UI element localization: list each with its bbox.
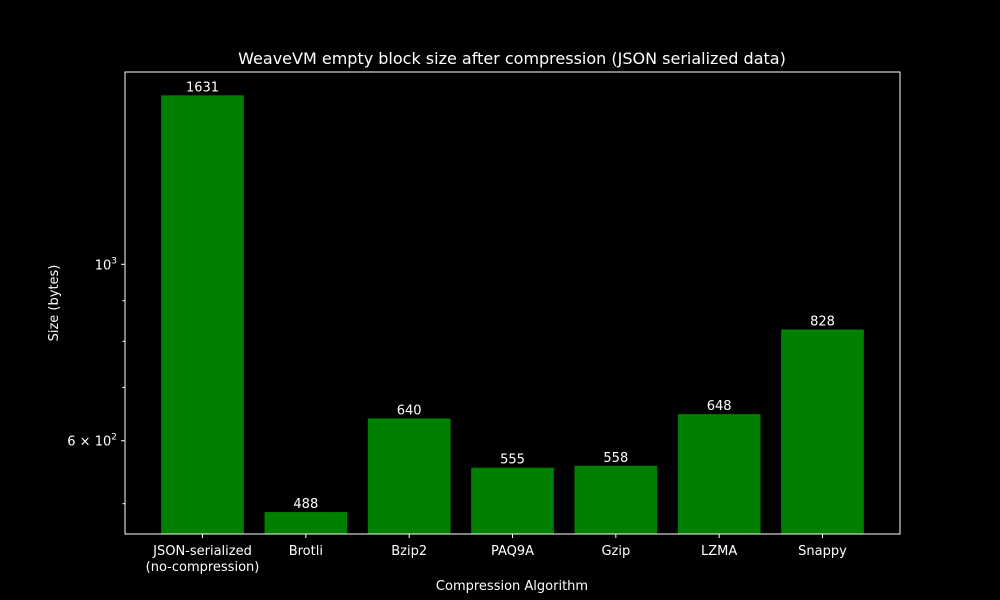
bar	[781, 329, 864, 534]
x-tick-label: Brotli	[289, 544, 323, 559]
x-tick-label: Snappy	[798, 544, 847, 559]
bar-value-label: 640	[397, 403, 422, 418]
x-tick-label: PAQ9A	[491, 544, 534, 559]
y-tick-label: 103	[95, 256, 117, 273]
x-tick-label: JSON-serialized	[152, 544, 252, 559]
bar-value-label: 648	[707, 399, 732, 414]
x-tick-label: Bzip2	[391, 544, 427, 559]
bar-value-label: 558	[603, 451, 628, 466]
bar-value-label: 555	[500, 453, 525, 468]
x-axis: JSON-serialized(no-compression) Brotli Bzi…	[146, 534, 847, 575]
bar	[471, 467, 554, 534]
bar-value-label: 828	[810, 314, 835, 329]
x-axis-label: Compression Algorithm	[436, 579, 588, 594]
bar-value-label: 488	[293, 497, 318, 512]
bar	[264, 512, 348, 534]
y-axis: 6 × 102 103	[67, 256, 125, 505]
bar	[574, 465, 658, 534]
x-tick-label: LZMA	[701, 544, 737, 559]
bar	[367, 418, 451, 534]
bar	[161, 95, 244, 534]
chart-title: WeaveVM empty block size after compressi…	[238, 49, 786, 68]
bar-labels-group: 1631 488 640 555 558 648 828	[186, 80, 835, 512]
x-tick-label: (no-compression)	[146, 560, 260, 575]
bar	[677, 414, 761, 534]
bar-value-label: 1631	[186, 80, 219, 95]
y-axis-label: Size (bytes)	[47, 265, 62, 342]
bars-group	[161, 95, 864, 534]
x-tick-label: Gzip	[601, 544, 630, 559]
y-tick-label: 6 × 102	[67, 433, 117, 450]
